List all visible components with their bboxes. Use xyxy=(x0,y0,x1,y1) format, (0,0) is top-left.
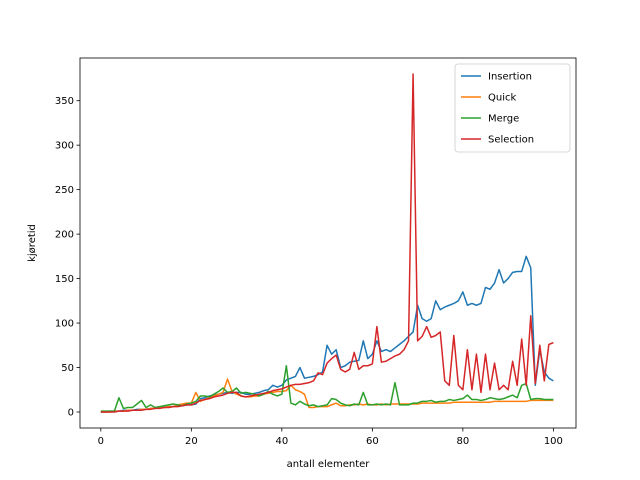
x-tick-label: 60 xyxy=(366,436,379,447)
legend-box xyxy=(454,63,571,153)
y-tick-label: 0 xyxy=(68,407,74,418)
y-tick-label: 100 xyxy=(55,319,74,330)
legend: Insertion Quick Merge Selection xyxy=(454,63,571,153)
series-line-merge xyxy=(100,364,554,412)
y-tick-label: 200 xyxy=(55,230,74,241)
y-tick-label: 250 xyxy=(55,185,74,196)
y-tick-label: 300 xyxy=(55,141,74,152)
y-tick-label: 150 xyxy=(55,274,74,285)
legend-label-insertion: Insertion xyxy=(488,72,532,83)
legend-label-selection: Selection xyxy=(488,135,534,146)
plot-frame xyxy=(79,57,577,429)
x-tick-label: 20 xyxy=(185,436,198,447)
series-line-quick xyxy=(100,378,554,413)
x-tick-label: 100 xyxy=(544,436,563,447)
y-axis-label: kjøretid xyxy=(27,224,38,262)
y-tick-label: 350 xyxy=(55,96,74,107)
series-line-selection xyxy=(100,73,554,413)
x-tick-label: 40 xyxy=(275,436,288,447)
legend-label-quick: Quick xyxy=(488,93,516,104)
series-layer xyxy=(100,73,554,413)
y-axis-ticks: 0 50 100 150 200 250 300 350 xyxy=(55,96,80,418)
x-tick-label: 0 xyxy=(98,436,104,447)
x-axis-ticks: 0 20 40 60 80 100 xyxy=(98,428,563,447)
y-tick-label: 50 xyxy=(61,363,74,374)
x-axis-label: antall elementer xyxy=(287,459,371,470)
legend-label-merge: Merge xyxy=(488,114,519,125)
x-tick-label: 80 xyxy=(456,436,469,447)
